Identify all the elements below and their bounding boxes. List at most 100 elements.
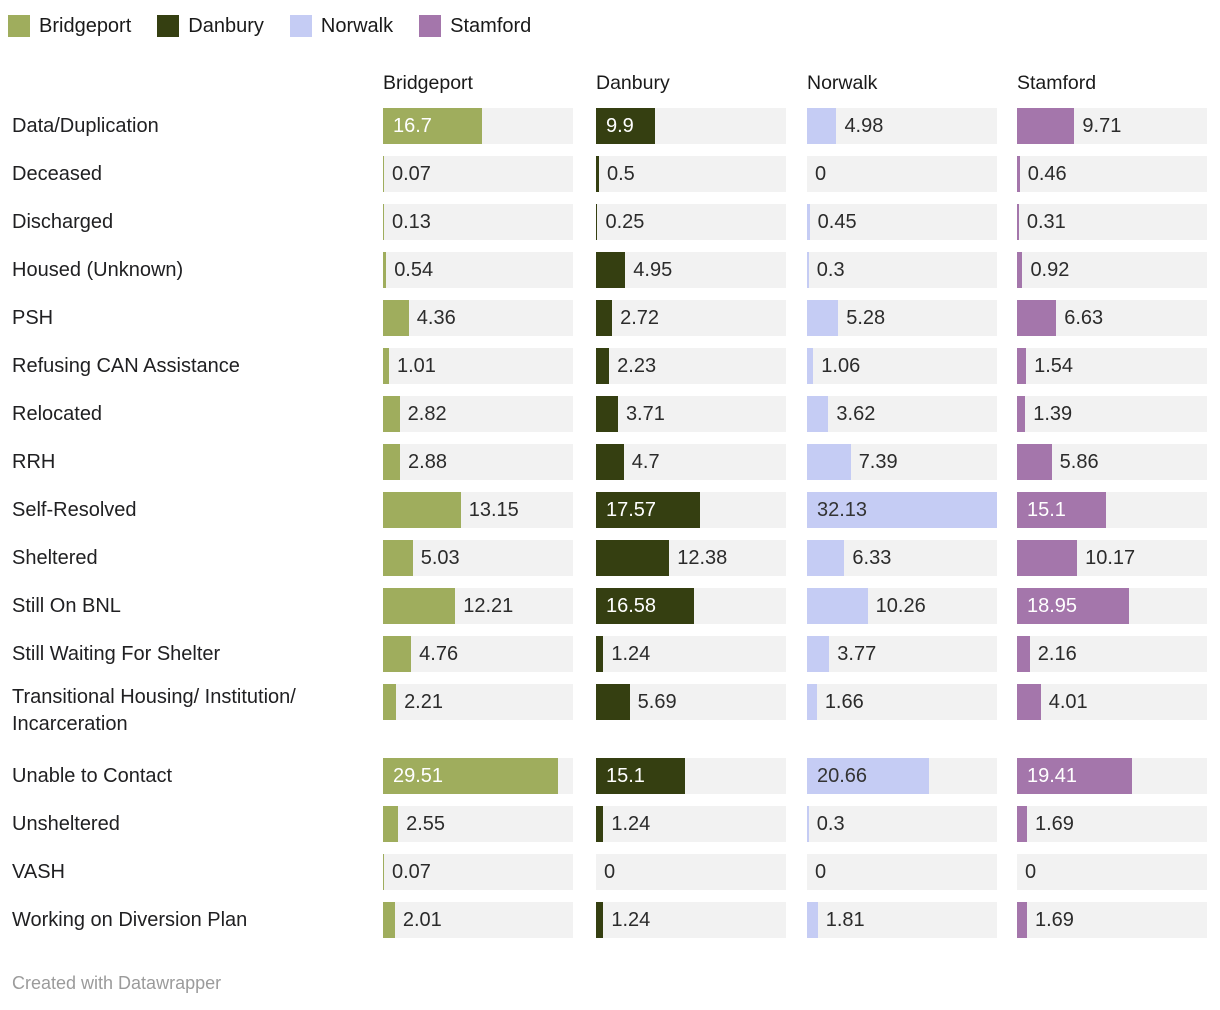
value-label: 4.98: [844, 115, 884, 137]
bar-track: 10.26: [807, 588, 997, 624]
bar-bridgeport: [383, 806, 399, 842]
bar-stamford: [1017, 636, 1030, 672]
bar-stamford: [1017, 252, 1023, 288]
bar-track: 5.28: [807, 300, 997, 336]
value-label: 4.76: [419, 643, 459, 665]
value-label: 0.07: [392, 861, 431, 883]
table-row: Unable to Contact 29.51 15.1 20.66 19.41: [0, 758, 1220, 794]
value-label: 1.24: [611, 813, 651, 835]
bar-bridgeport: [383, 588, 456, 624]
value-label: 16.58: [606, 595, 657, 617]
value-label: 17.57: [606, 499, 657, 521]
bar-track: 5.86: [1017, 444, 1207, 480]
value-label: 1.39: [1033, 403, 1073, 425]
bar-danbury: [596, 156, 599, 192]
value-label: 1.81: [825, 909, 865, 931]
value-label: 5.86: [1059, 451, 1099, 473]
bar-stamford: [1017, 156, 1020, 192]
category-label: Still Waiting For Shelter: [12, 642, 221, 665]
table-row: Unsheltered 2.55 1.24 0.3 1.69: [0, 806, 1220, 842]
bar-norwalk: [807, 636, 830, 672]
table-row: Sheltered 5.03 12.38 6.33 10.17: [0, 540, 1220, 576]
bar-track: 0: [596, 854, 786, 890]
value-label: 0.07: [392, 163, 431, 185]
value-label: 1.69: [1034, 813, 1074, 835]
category-label: Data/Duplication: [12, 114, 159, 137]
bar-track: 0.3: [807, 806, 997, 842]
bar-track: 1.01: [383, 348, 573, 384]
datawrapper-link[interactable]: Created with Datawrapper: [12, 973, 222, 993]
bar-track: 1.81: [807, 902, 997, 938]
value-label: 1.69: [1034, 909, 1074, 931]
bar-norwalk: [807, 806, 809, 842]
value-label: 5.28: [846, 307, 886, 329]
bar-danbury: [596, 396, 618, 432]
bar-track: 5.03: [383, 540, 573, 576]
bar-norwalk: [807, 396, 829, 432]
bar-track: 7.39: [807, 444, 997, 480]
value-label: 2.82: [407, 403, 447, 425]
bar-track: 5.69: [596, 684, 786, 720]
value-label: 0.3: [816, 259, 845, 281]
bar-track: 1.24: [596, 806, 786, 842]
category-label: RRH: [12, 450, 56, 473]
value-label: 7.39: [858, 451, 898, 473]
bar-track: 0.5: [596, 156, 786, 192]
value-label: 13.15: [468, 499, 519, 521]
value-label: 12.38: [677, 547, 728, 569]
legend-item-norwalk: Norwalk: [289, 15, 393, 37]
table-row: Relocated 2.82 3.71 3.62 1.39: [0, 396, 1220, 432]
bar-track: 9.71: [1017, 108, 1207, 144]
bar-stamford: [1017, 492, 1107, 528]
attribution: Created with Datawrapper: [12, 973, 221, 994]
table-row: Self-Resolved 13.15 17.57 32.13 15.1: [0, 492, 1220, 528]
table-row: Transitional Housing/ Institution/ Incar…: [0, 684, 1220, 738]
value-label: 9.9: [606, 115, 634, 137]
bar-bridgeport: [383, 758, 558, 794]
value-label: 6.33: [852, 547, 892, 569]
bar-track: 2.23: [596, 348, 786, 384]
value-label: 6.63: [1064, 307, 1104, 329]
value-label: 3.62: [836, 403, 876, 425]
bar-danbury: [596, 540, 670, 576]
bar-track: 15.1: [596, 758, 786, 794]
table-row: Refusing CAN Assistance 1.01 2.23 1.06 1.54: [0, 348, 1220, 384]
bar-track: 1.69: [1017, 806, 1207, 842]
bar-track: 0.13: [383, 204, 573, 240]
bar-track: 10.17: [1017, 540, 1207, 576]
bar-track: 32.13: [807, 492, 997, 528]
bar-bridgeport: [383, 204, 384, 240]
value-label: 4.95: [633, 259, 673, 281]
legend: Bridgeport Danbury Norwalk Stamford: [8, 15, 557, 37]
bar-norwalk: [807, 758, 930, 794]
value-label: 12.21: [463, 595, 514, 617]
bar-track: 4.36: [383, 300, 573, 336]
bar-bridgeport: [383, 108, 482, 144]
bar-danbury: [596, 588, 695, 624]
value-label: 0.5: [606, 163, 635, 185]
bar-track: 0.07: [383, 854, 573, 890]
bar-danbury: [596, 806, 604, 842]
bar-bridgeport: [383, 252, 387, 288]
bar-bridgeport: [383, 854, 384, 890]
bar-bridgeport: [383, 396, 400, 432]
category-label: Discharged: [12, 210, 114, 233]
value-label: 15.1: [606, 765, 645, 787]
bar-danbury: [596, 108, 655, 144]
bar-track: 12.21: [383, 588, 573, 624]
value-label: 5.03: [420, 547, 460, 569]
value-label: 19.41: [1027, 765, 1078, 787]
category-label: PSH: [12, 306, 54, 329]
category-label: Unable to Contact: [12, 764, 173, 787]
value-label: 0: [815, 163, 827, 185]
bar-danbury: [596, 300, 613, 336]
bar-track: 1.06: [807, 348, 997, 384]
category-label: Unsheltered: [12, 812, 120, 835]
bar-track: 0.46: [1017, 156, 1207, 192]
value-label: 2.01: [402, 909, 442, 931]
bar-track: 18.95: [1017, 588, 1207, 624]
bar-track: 2.21: [383, 684, 573, 720]
category-label: Working on Diversion Plan: [12, 908, 248, 931]
bar-track: 15.1: [1017, 492, 1207, 528]
value-label: 1.24: [611, 643, 651, 665]
